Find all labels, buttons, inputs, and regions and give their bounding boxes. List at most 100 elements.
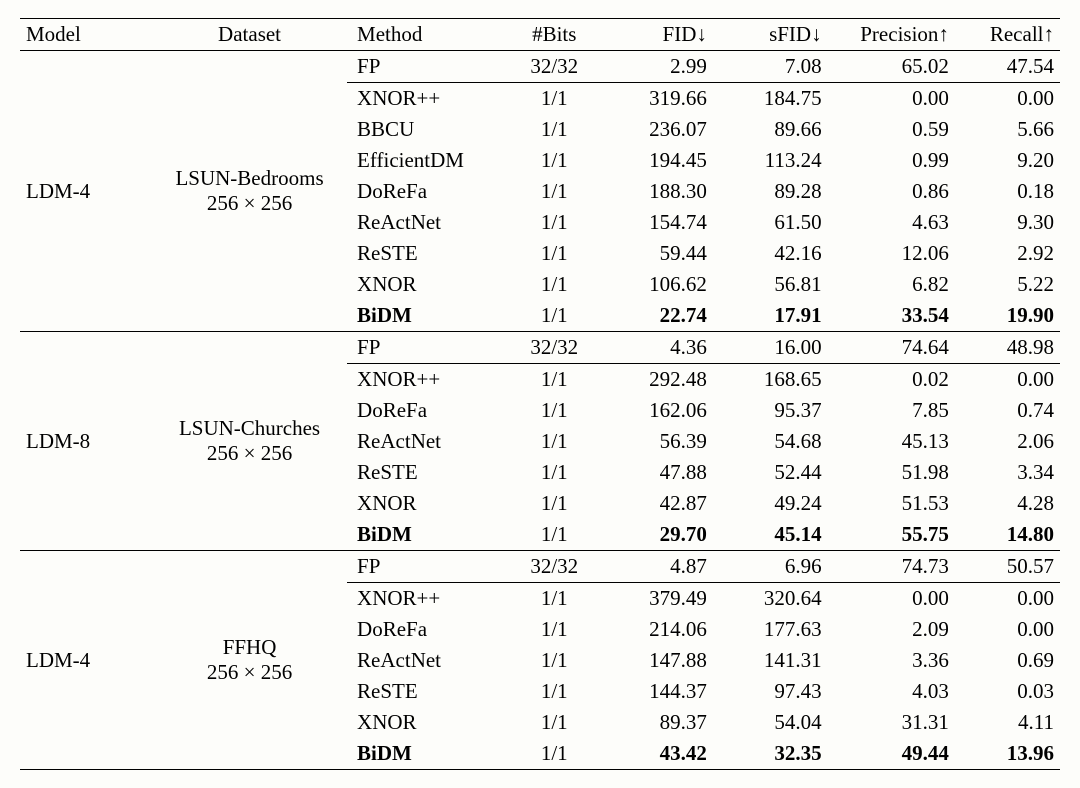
- recall-cell: 2.92: [963, 238, 1060, 269]
- sfid-cell: 168.65: [721, 364, 836, 396]
- sfid-cell: 89.28: [721, 176, 836, 207]
- col-header-fid: FID↓: [606, 19, 721, 51]
- bits-cell: 1/1: [502, 707, 606, 738]
- fid-cell: 194.45: [606, 145, 721, 176]
- precision-cell: 0.99: [836, 145, 963, 176]
- dataset-cell: LSUN-Bedrooms256 × 256: [152, 51, 347, 332]
- bits-cell: 1/1: [502, 519, 606, 551]
- model-cell: LDM-4: [20, 551, 152, 770]
- precision-cell: 65.02: [836, 51, 963, 83]
- precision-cell: 3.36: [836, 645, 963, 676]
- recall-cell: 0.00: [963, 583, 1060, 615]
- method-cell: FP: [347, 551, 502, 583]
- recall-cell: 0.69: [963, 645, 1060, 676]
- sfid-cell: 141.31: [721, 645, 836, 676]
- precision-cell: 6.82: [836, 269, 963, 300]
- bits-cell: 1/1: [502, 83, 606, 115]
- method-cell: ReActNet: [347, 207, 502, 238]
- method-cell: BiDM: [347, 300, 502, 332]
- col-header-model: Model: [20, 19, 152, 51]
- recall-cell: 14.80: [963, 519, 1060, 551]
- col-header-recall: Recall↑: [963, 19, 1060, 51]
- precision-cell: 55.75: [836, 519, 963, 551]
- table-row: LDM-4FFHQ256 × 256FP32/324.876.9674.7350…: [20, 551, 1060, 583]
- recall-cell: 47.54: [963, 51, 1060, 83]
- method-cell: XNOR: [347, 269, 502, 300]
- recall-cell: 4.11: [963, 707, 1060, 738]
- recall-cell: 48.98: [963, 332, 1060, 364]
- precision-cell: 7.85: [836, 395, 963, 426]
- fid-cell: 56.39: [606, 426, 721, 457]
- fid-cell: 214.06: [606, 614, 721, 645]
- table-row: LDM-8LSUN-Churches256 × 256FP32/324.3616…: [20, 332, 1060, 364]
- precision-cell: 4.63: [836, 207, 963, 238]
- fid-cell: 2.99: [606, 51, 721, 83]
- bits-cell: 1/1: [502, 645, 606, 676]
- bits-cell: 1/1: [502, 457, 606, 488]
- method-cell: ReActNet: [347, 426, 502, 457]
- method-cell: DoReFa: [347, 395, 502, 426]
- precision-cell: 74.64: [836, 332, 963, 364]
- bits-cell: 32/32: [502, 332, 606, 364]
- method-cell: DoReFa: [347, 176, 502, 207]
- sfid-cell: 16.00: [721, 332, 836, 364]
- recall-cell: 0.74: [963, 395, 1060, 426]
- method-cell: ReSTE: [347, 457, 502, 488]
- bits-cell: 1/1: [502, 364, 606, 396]
- precision-cell: 0.86: [836, 176, 963, 207]
- sfid-cell: 320.64: [721, 583, 836, 615]
- bits-cell: 1/1: [502, 676, 606, 707]
- method-cell: XNOR++: [347, 583, 502, 615]
- fid-cell: 42.87: [606, 488, 721, 519]
- fid-cell: 43.42: [606, 738, 721, 770]
- recall-cell: 0.00: [963, 364, 1060, 396]
- recall-cell: 0.18: [963, 176, 1060, 207]
- col-header-dataset: Dataset: [152, 19, 347, 51]
- method-cell: XNOR: [347, 707, 502, 738]
- col-header-precision: Precision↑: [836, 19, 963, 51]
- sfid-cell: 89.66: [721, 114, 836, 145]
- method-cell: FP: [347, 51, 502, 83]
- bits-cell: 1/1: [502, 614, 606, 645]
- method-cell: EfficientDM: [347, 145, 502, 176]
- recall-cell: 19.90: [963, 300, 1060, 332]
- sfid-cell: 32.35: [721, 738, 836, 770]
- sfid-cell: 52.44: [721, 457, 836, 488]
- precision-cell: 51.53: [836, 488, 963, 519]
- sfid-cell: 49.24: [721, 488, 836, 519]
- recall-cell: 3.34: [963, 457, 1060, 488]
- recall-cell: 9.30: [963, 207, 1060, 238]
- method-cell: ReSTE: [347, 238, 502, 269]
- precision-cell: 12.06: [836, 238, 963, 269]
- recall-cell: 2.06: [963, 426, 1060, 457]
- precision-cell: 0.59: [836, 114, 963, 145]
- recall-cell: 5.66: [963, 114, 1060, 145]
- col-header-sfid: sFID↓: [721, 19, 836, 51]
- fid-cell: 236.07: [606, 114, 721, 145]
- col-header-method: Method: [347, 19, 502, 51]
- fid-cell: 59.44: [606, 238, 721, 269]
- recall-cell: 5.22: [963, 269, 1060, 300]
- fid-cell: 154.74: [606, 207, 721, 238]
- bits-cell: 1/1: [502, 395, 606, 426]
- fid-cell: 319.66: [606, 83, 721, 115]
- precision-cell: 2.09: [836, 614, 963, 645]
- bits-cell: 1/1: [502, 207, 606, 238]
- sfid-cell: 17.91: [721, 300, 836, 332]
- model-cell: LDM-8: [20, 332, 152, 551]
- sfid-cell: 54.04: [721, 707, 836, 738]
- precision-cell: 74.73: [836, 551, 963, 583]
- recall-cell: 13.96: [963, 738, 1060, 770]
- sfid-cell: 6.96: [721, 551, 836, 583]
- fid-cell: 47.88: [606, 457, 721, 488]
- method-cell: XNOR++: [347, 83, 502, 115]
- fid-cell: 292.48: [606, 364, 721, 396]
- method-cell: BiDM: [347, 519, 502, 551]
- method-cell: XNOR++: [347, 364, 502, 396]
- dataset-cell: FFHQ256 × 256: [152, 551, 347, 770]
- sfid-cell: 113.24: [721, 145, 836, 176]
- method-cell: XNOR: [347, 488, 502, 519]
- sfid-cell: 42.16: [721, 238, 836, 269]
- method-cell: ReSTE: [347, 676, 502, 707]
- sfid-cell: 97.43: [721, 676, 836, 707]
